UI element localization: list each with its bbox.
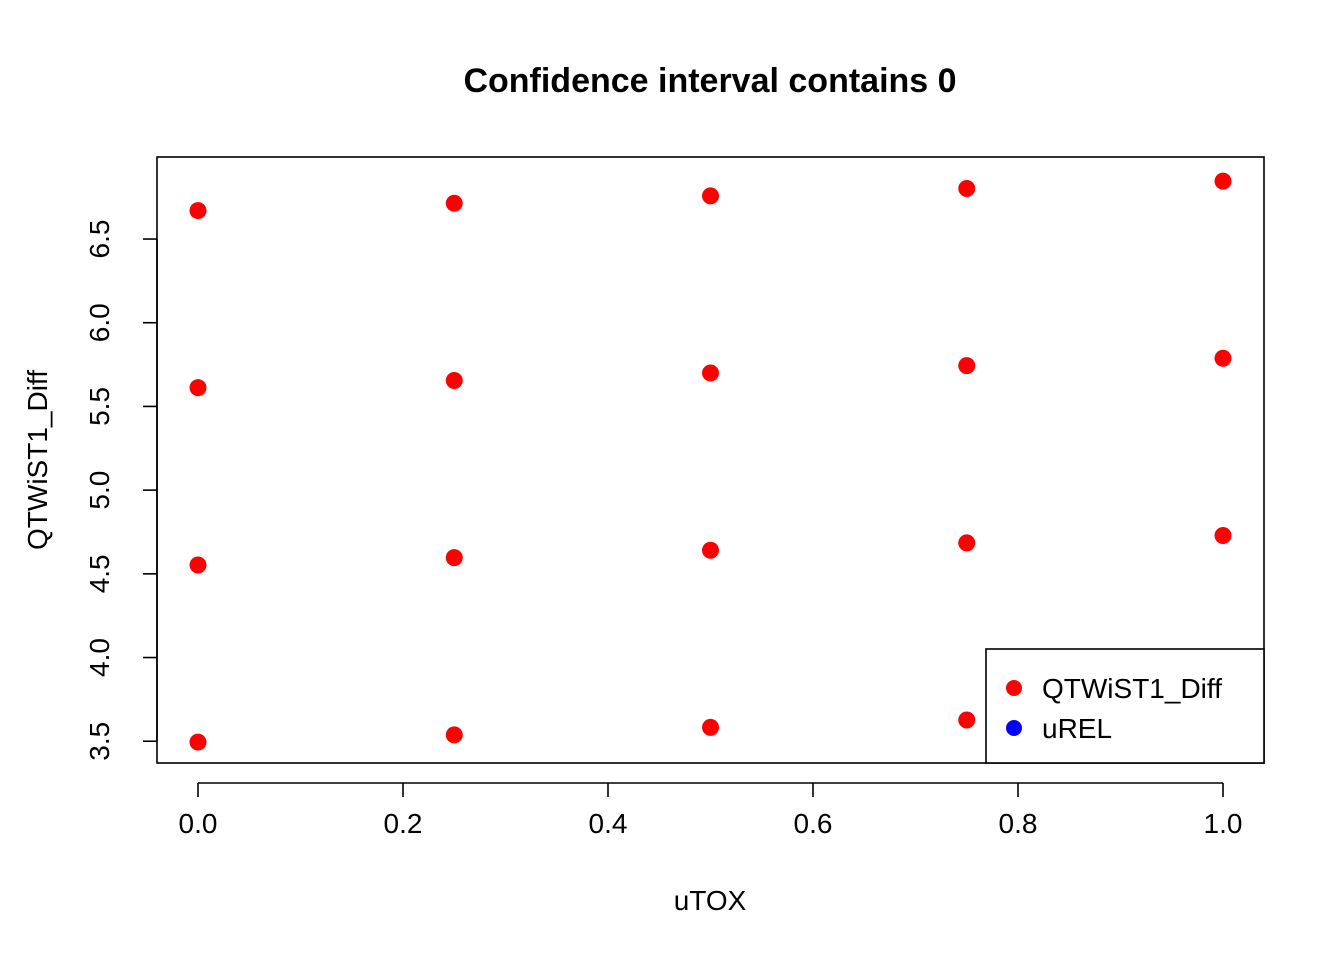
x-axis: 0.0 0.2 0.4 0.6 0.8 1.0 — [179, 782, 1243, 839]
data-point — [702, 718, 719, 736]
legend-marker-qtwist1-diff — [1006, 680, 1022, 696]
y-tick-label: 6.0 — [84, 303, 115, 342]
x-tick-label: 0.8 — [999, 808, 1038, 839]
y-tick-label: 4.5 — [84, 554, 115, 593]
legend-label-qtwist1-diff: QTWiST1_Diff — [1042, 673, 1222, 704]
data-point — [445, 726, 463, 744]
x-tick-label: 0.6 — [794, 808, 833, 839]
data-point — [189, 556, 207, 574]
x-tick-label: 0.2 — [384, 808, 423, 839]
x-tick-label: 0.4 — [589, 808, 628, 839]
chart-title: Confidence interval contains 0 — [463, 62, 956, 100]
y-tick-label: 5.5 — [84, 387, 115, 426]
y-tick-label: 5.0 — [84, 471, 115, 510]
data-point — [702, 364, 719, 382]
y-tick-label: 6.5 — [84, 220, 115, 259]
data-point — [702, 187, 719, 205]
legend-box — [985, 648, 1265, 764]
data-point — [958, 357, 976, 375]
data-point — [958, 711, 976, 729]
data-point — [189, 733, 207, 751]
y-axis-title: QTWiST1_Diff — [22, 370, 53, 550]
data-point — [445, 194, 463, 212]
x-tick-label: 1.0 — [1204, 808, 1243, 839]
data-point — [189, 379, 207, 397]
data-point — [1214, 172, 1232, 190]
data-point — [445, 371, 463, 389]
legend-marker-urel — [1006, 720, 1022, 736]
x-tick-label: 0.0 — [179, 808, 218, 839]
legend: QTWiST1_Diff uREL — [985, 648, 1265, 764]
data-point — [189, 202, 207, 220]
data-point — [958, 179, 976, 197]
data-point — [445, 549, 463, 567]
y-tick-label: 3.5 — [84, 722, 115, 761]
y-tick-label: 4.0 — [84, 638, 115, 677]
data-point — [958, 534, 976, 552]
data-point — [702, 541, 719, 559]
data-point — [1214, 526, 1232, 544]
x-axis-title: uTOX — [674, 885, 747, 916]
y-axis: 3.5 4.0 4.5 5.0 5.5 6.0 6.5 — [84, 220, 158, 761]
legend-label-urel: uREL — [1042, 713, 1112, 744]
data-point — [1214, 349, 1232, 367]
